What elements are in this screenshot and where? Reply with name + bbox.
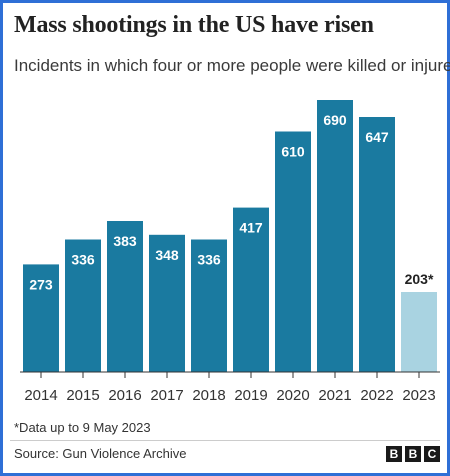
x-tick-label-2019: 2019 [234, 387, 267, 404]
bar-2017 [149, 234, 185, 372]
bar-2019 [233, 207, 269, 372]
bar-2015 [65, 239, 101, 372]
x-tick-label-2023: 2023 [402, 387, 435, 404]
bar-2023 [401, 292, 437, 372]
value-label-2017: 348 [155, 247, 179, 263]
x-tick-label-2016: 2016 [108, 387, 141, 404]
bar-2020 [275, 131, 311, 372]
bbc-logo-letter: B [386, 446, 402, 462]
bbc-logo-letter: B [405, 446, 421, 462]
source-note: Source: Gun Violence Archive [14, 446, 187, 461]
bar-2021 [317, 100, 353, 372]
footer-divider [10, 440, 440, 441]
value-label-2016: 383 [113, 233, 137, 249]
x-tick-label-2021: 2021 [318, 387, 351, 404]
chart-title: Mass shootings in the US have risen [14, 12, 374, 38]
value-label-2018: 336 [197, 252, 221, 268]
value-label-2022: 647 [365, 129, 389, 145]
x-tick-label-2014: 2014 [24, 387, 57, 404]
chart-subtitle: Incidents in which four or more people w… [14, 56, 450, 75]
x-tick-label-2017: 2017 [150, 387, 183, 404]
value-label-2014: 273 [29, 276, 53, 292]
bar-2016 [107, 221, 143, 372]
bbc-logo-letter: C [424, 446, 440, 462]
value-label-2021: 690 [323, 112, 347, 128]
x-tick-label-2015: 2015 [66, 387, 99, 404]
x-tick-label-2020: 2020 [276, 387, 309, 404]
bars-group: 273 336 383 348 336 417 610 690 647 203* [23, 100, 437, 372]
value-label-2015: 336 [71, 252, 95, 268]
x-axis-ticks: 2014 2015 2016 2017 2018 2019 2020 2021 2022 2023 [24, 372, 436, 404]
footnote: *Data up to 9 May 2023 [14, 420, 151, 435]
value-label-2023: 203* [405, 271, 434, 287]
bar-2022 [359, 117, 395, 372]
x-tick-label-2022: 2022 [360, 387, 393, 404]
value-label-2019: 417 [239, 220, 263, 236]
x-tick-label-2018: 2018 [192, 387, 225, 404]
bar-2014 [23, 264, 59, 372]
value-label-2020: 610 [281, 144, 305, 160]
bar-2018 [191, 239, 227, 372]
bbc-logo: B B C [386, 446, 440, 462]
